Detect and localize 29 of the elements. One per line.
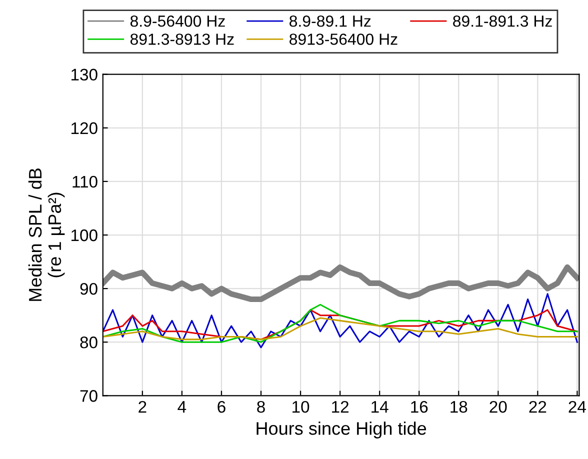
x-tick-label: 24: [568, 400, 586, 413]
legend-label: 8.9-56400 Hz: [130, 15, 225, 27]
line-series: [102, 304, 578, 343]
y-tick-label: 130: [72, 68, 98, 81]
x-tick-label: 16: [411, 400, 428, 413]
x-tick-label: 2: [138, 400, 146, 413]
y-tick-label: 100: [72, 229, 98, 242]
x-tick-label: 4: [178, 401, 186, 413]
x-tick-label: 22: [529, 400, 546, 413]
x-axis-title: Hours since High tide: [256, 422, 426, 438]
x-tick-label: 8: [257, 400, 265, 413]
x-tick-label: 20: [490, 400, 507, 413]
y-tick-label: 120: [72, 122, 98, 134]
line-series: [102, 293, 578, 348]
legend-label: 891.3-8913 Hz: [130, 34, 234, 45]
x-tick-label: 10: [292, 400, 310, 413]
y-tick-label: 110: [72, 176, 98, 188]
y-tick-label: 70: [80, 390, 98, 402]
y-tick-label: 90: [80, 282, 98, 295]
legend-label: 8.9-89.1 Hz: [290, 15, 371, 27]
y-tick-label: 80: [80, 336, 98, 348]
y-axis-title: Median SPL / dB (re 1 µPa²): [28, 168, 65, 301]
x-tick-label: 6: [218, 400, 226, 413]
legend-label: 89.1-891.3 Hz: [453, 15, 552, 27]
x-tick-label: 18: [450, 400, 468, 413]
line-series: [102, 317, 578, 340]
legend-label: 8913-56400 Hz: [290, 34, 398, 45]
x-tick-label: 14: [372, 401, 388, 413]
x-tick-label: 12: [332, 400, 348, 413]
